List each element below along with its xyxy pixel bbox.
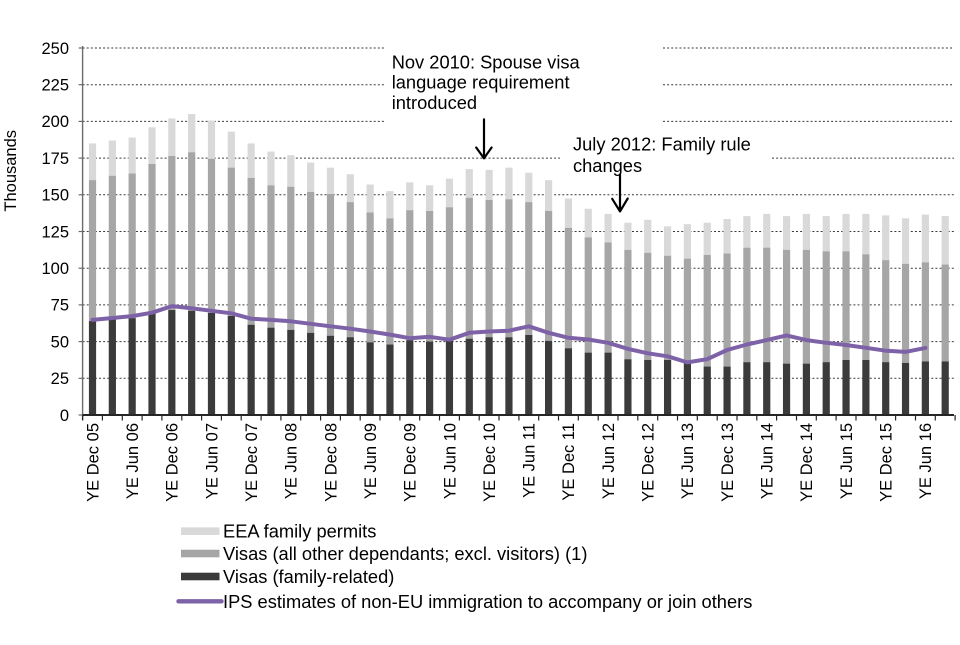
svg-text:YE Jun 12: YE Jun 12 [600,423,618,499]
svg-text:YE Dec 07: YE Dec 07 [243,423,261,502]
svg-text:language requirement: language requirement [392,72,570,93]
svg-text:YE Dec 15: YE Dec 15 [878,423,896,502]
svg-text:175: 175 [41,150,69,168]
svg-text:YE Dec 12: YE Dec 12 [640,423,658,502]
svg-text:100: 100 [41,260,69,278]
svg-text:YE Dec 06: YE Dec 06 [164,423,182,502]
svg-text:YE Dec 10: YE Dec 10 [481,423,499,502]
svg-text:150: 150 [41,187,69,205]
svg-text:YE Dec 13: YE Dec 13 [719,423,737,502]
svg-text:YE Jun 10: YE Jun 10 [441,423,459,499]
svg-text:YE Jun 15: YE Jun 15 [838,423,856,499]
svg-text:YE Jun 09: YE Jun 09 [362,423,380,499]
svg-text:75: 75 [51,297,69,315]
svg-text:YE Dec 08: YE Dec 08 [322,423,340,502]
svg-text:50: 50 [51,333,69,351]
svg-text:Visas (family-related): Visas (family-related) [223,566,394,587]
svg-text:YE Jun 16: YE Jun 16 [917,423,935,499]
svg-text:EEA family permits: EEA family permits [223,521,376,542]
svg-text:YE Dec 05: YE Dec 05 [84,423,102,502]
svg-text:IPS estimates of non-EU immigr: IPS estimates of non-EU immigration to a… [223,591,752,612]
svg-text:Visas (all other dependants; e: Visas (all other dependants; excl. visit… [223,543,587,564]
svg-text:introduced: introduced [392,92,477,113]
svg-text:changes: changes [573,155,642,176]
svg-text:25: 25 [51,370,69,388]
svg-text:225: 225 [41,77,69,95]
svg-text:125: 125 [41,223,69,241]
svg-text:YE Jun 07: YE Jun 07 [203,423,221,499]
svg-text:YE Dec 14: YE Dec 14 [798,423,816,502]
svg-text:Thousands: Thousands [2,130,20,212]
svg-text:YE Jun 08: YE Jun 08 [283,423,301,499]
svg-text:YE Dec 11: YE Dec 11 [560,423,578,501]
svg-text:250: 250 [41,40,69,58]
svg-text:200: 200 [41,113,69,131]
svg-text:YE Jun 13: YE Jun 13 [679,423,697,499]
svg-text:YE Jun 14: YE Jun 14 [759,423,777,499]
svg-text:Nov 2010: Spouse visa: Nov 2010: Spouse visa [392,51,581,72]
svg-text:July 2012: Family rule: July 2012: Family rule [573,134,751,155]
svg-text:0: 0 [60,407,69,425]
svg-text:YE Jun 11: YE Jun 11 [521,423,539,498]
svg-text:YE Jun 06: YE Jun 06 [124,423,142,499]
svg-text:YE Dec 09: YE Dec 09 [402,423,420,502]
